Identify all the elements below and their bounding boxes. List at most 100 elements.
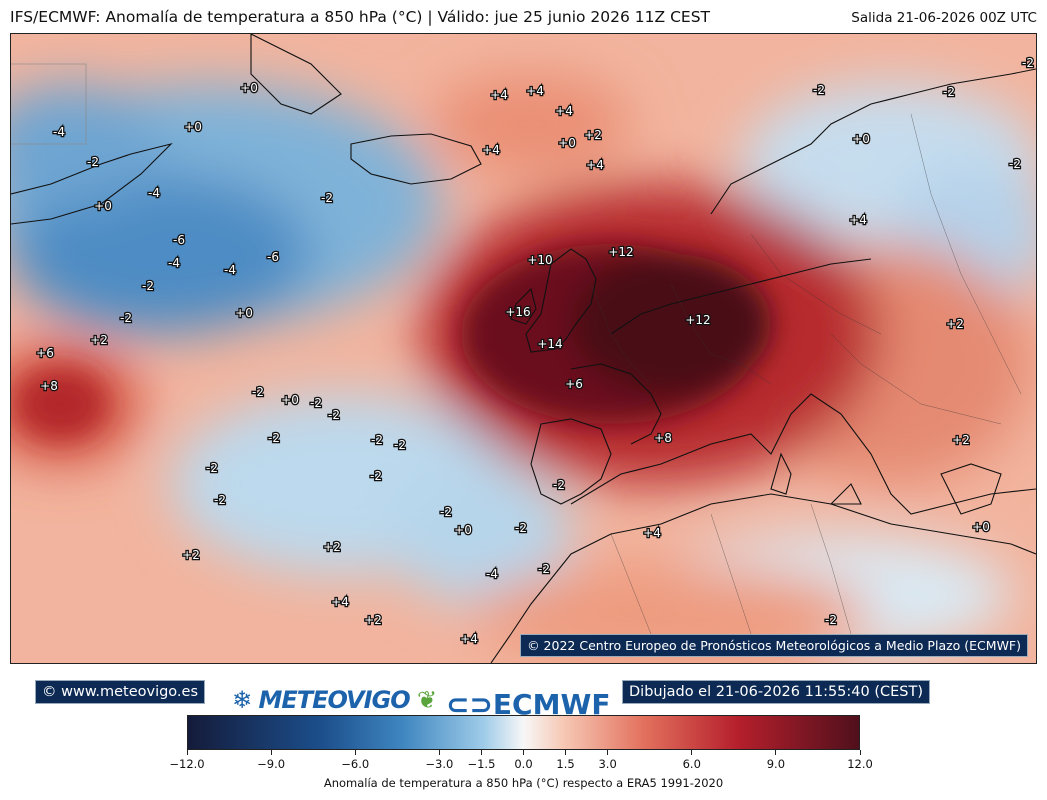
colorbar-tick	[691, 750, 693, 755]
coastlines	[11, 34, 1036, 663]
contour-label: -2	[206, 461, 218, 475]
colorbar-tick	[186, 750, 188, 755]
contour-label: +0	[558, 136, 576, 150]
colorbar-tick	[565, 750, 567, 755]
contour-label: -2	[825, 613, 837, 627]
contour-label: +0	[972, 520, 990, 534]
colorbar-tick-label: −12.0	[169, 757, 205, 771]
contour-label: +0	[184, 120, 202, 134]
contour-label: -2	[813, 83, 825, 97]
contour-label: +0	[235, 306, 253, 320]
contour-label: -2	[214, 493, 226, 507]
colorbar-tick-label: 3.0	[598, 757, 617, 771]
meteovigo-logo-text: METEOVIGO	[258, 686, 410, 714]
contour-label: +2	[952, 433, 970, 447]
contour-label: +12	[608, 245, 633, 259]
contour-label: -2	[120, 311, 132, 325]
contour-label: -2	[87, 155, 99, 169]
contour-label: -2	[268, 431, 280, 445]
leaf-icon: ❦	[417, 686, 437, 714]
contour-label: -2	[371, 433, 383, 447]
contour-label: -2	[553, 478, 565, 492]
contour-label: -2	[538, 562, 550, 576]
contour-label: -6	[267, 250, 279, 264]
contour-label: +12	[685, 313, 710, 327]
colorbar-tick	[775, 750, 777, 755]
colorbar	[187, 715, 860, 750]
contour-label: -2	[252, 385, 264, 399]
contour-labels: +0 +0 -4 -2 -4 +0 -6 -4 -4 -6 -2 -2 -2 +…	[35, 55, 1035, 648]
colorbar-tick	[270, 750, 272, 755]
colorbar-tick-label: −9.0	[257, 757, 286, 771]
borders	[590, 113, 1022, 635]
contour-label: -2	[1009, 157, 1021, 171]
contour-label: -2	[328, 408, 340, 422]
contour-label: +0	[454, 523, 472, 537]
colorbar-tick	[480, 750, 482, 755]
contour-label: -2	[943, 85, 955, 99]
contour-label: -6	[173, 233, 185, 247]
contour-label: -4	[148, 186, 160, 200]
contour-label: -2	[310, 396, 322, 410]
map-canvas: +0 +0 -4 -2 -4 +0 -6 -4 -4 -6 -2 -2 -2 +…	[11, 34, 1036, 663]
colorbar-tick	[859, 750, 861, 755]
contour-label: +16	[505, 305, 530, 319]
contour-label: +6	[36, 346, 54, 360]
contour-label: +6	[565, 377, 583, 391]
contour-label: +4	[331, 595, 349, 609]
contour-label: -2	[394, 438, 406, 452]
snowflake-icon: ❄	[232, 686, 252, 714]
contour-label: +0	[852, 132, 870, 146]
contour-label: +4	[849, 213, 867, 227]
colorbar-tick-label: 1.5	[556, 757, 575, 771]
contour-label: +0	[240, 81, 258, 95]
meteovigo-logo: ❄ METEOVIGO ❦	[232, 686, 437, 714]
ecmwf-copyright: © 2022 Centro Europeo de Pronósticos Met…	[520, 634, 1028, 657]
contour-label: +2	[182, 548, 200, 562]
contour-label: +4	[586, 158, 604, 172]
colorbar-tick	[438, 750, 440, 755]
colorbar-caption: Anomalía de temperatura a 850 hPa (°C) r…	[323, 776, 724, 790]
contour-label: -2	[515, 521, 527, 535]
contour-label: +4	[555, 104, 573, 118]
contour-label: -4	[53, 125, 65, 139]
colorbar-tick-label: −6.0	[341, 757, 370, 771]
contour-label: +8	[40, 379, 58, 393]
contour-label: +14	[537, 337, 562, 351]
contour-label: +2	[323, 540, 341, 554]
contour-label: -2	[1022, 56, 1034, 70]
contour-label: +0	[94, 199, 112, 213]
contour-label: +2	[946, 317, 964, 331]
contour-label: +4	[482, 143, 500, 157]
contour-label: +4	[460, 632, 478, 646]
contour-label: +2	[584, 128, 602, 142]
colorbar-tick-label: 12.0	[847, 757, 873, 771]
contour-label: +2	[364, 613, 382, 627]
contour-label: +0	[281, 393, 299, 407]
contour-label: +4	[526, 84, 544, 98]
contour-label: -2	[370, 469, 382, 483]
contour-label: -2	[142, 279, 154, 293]
colorbar-tick-label: −3.0	[425, 757, 454, 771]
contour-label: +10	[527, 253, 552, 267]
site-link[interactable]: © www.meteovigo.es	[35, 680, 206, 704]
colorbar-tick-label: 0.0	[514, 757, 533, 771]
colorbar-tick	[354, 750, 356, 755]
map-title: IFS/ECMWF: Anomalía de temperatura a 850…	[10, 8, 710, 26]
contour-label: +4	[643, 526, 661, 540]
colorbar-tick	[523, 750, 524, 755]
contour-label: +2	[90, 333, 108, 347]
contour-label: +8	[654, 431, 672, 445]
contour-label: -2	[321, 191, 333, 205]
colorbar-tick-label: −1.5	[467, 757, 496, 771]
colorbar-tick	[607, 750, 609, 755]
colorbar-tick-label: 9.0	[766, 757, 786, 771]
contour-label: -4	[168, 256, 180, 270]
contour-label: -4	[224, 263, 236, 277]
contour-label: -2	[440, 505, 452, 519]
contour-label: +4	[490, 88, 508, 102]
anomaly-map: +0 +0 -4 -2 -4 +0 -6 -4 -4 -6 -2 -2 -2 +…	[10, 33, 1037, 664]
drawn-timestamp: Dibujado el 21-06-2026 11:55:40 (CEST)	[622, 680, 931, 704]
graticule	[11, 63, 87, 145]
colorbar-tick-label: 6.0	[682, 757, 701, 771]
